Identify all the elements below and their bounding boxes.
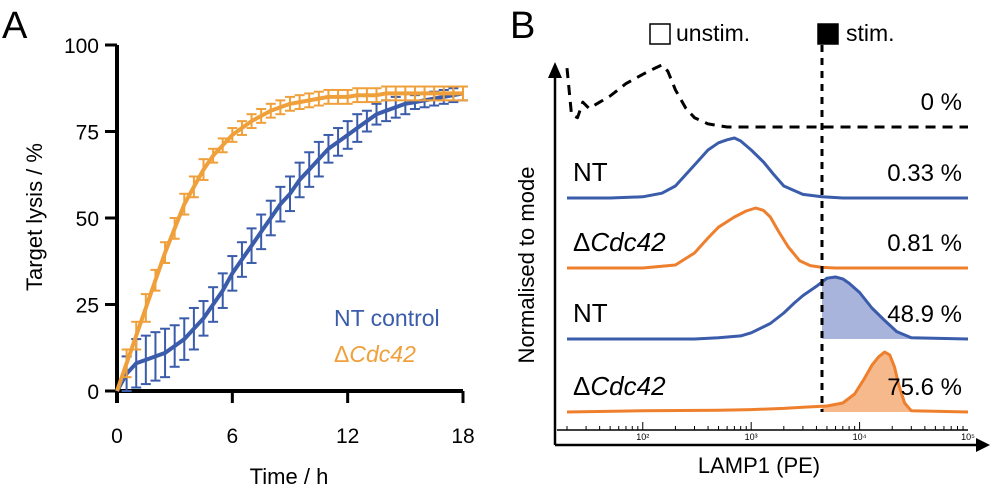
panel-b-axes: 10² 10³ 10⁴ 10⁵ <box>548 62 990 452</box>
histogram-line <box>567 206 968 270</box>
panel-a-xtick-label: 0 <box>111 425 123 448</box>
histogram-label: NT <box>573 298 608 328</box>
legend-stim-swatch <box>817 23 839 45</box>
panel-a-xtick-label: 18 <box>451 425 474 448</box>
panel-a-axes: 0 25 50 75 100 0 6 12 18 <box>64 35 475 448</box>
panel-b-ylabel: Normalised to mode <box>514 167 539 364</box>
legend-cdc42: ΔCdc42 <box>334 341 416 367</box>
histogram-percent: 0.33 % <box>887 160 962 187</box>
panel-a-ytick-label: 25 <box>76 295 99 318</box>
legend-unstim: unstim. <box>676 20 750 46</box>
histogram-label: NT <box>573 157 608 187</box>
histogram-line <box>565 63 968 129</box>
panel-b-xlabel: LAMP1 (PE) <box>698 453 820 478</box>
legend-stim: stim. <box>846 20 895 46</box>
histogram-line <box>567 136 968 200</box>
histogram-percent: 48.9 % <box>887 301 962 328</box>
histogram-percent: 0.81 % <box>887 230 962 257</box>
panel-a-ytick-label: 75 <box>76 122 99 145</box>
legend-unstim-swatch <box>649 23 671 45</box>
panel-a-xlabel: Time / h <box>250 464 329 489</box>
panel-a-xtick-label: 6 <box>226 425 238 448</box>
histogram-percent: 0 % <box>921 89 962 116</box>
histogram-label-gene: Cdc42 <box>590 371 666 401</box>
panel-a-ytick-label: 100 <box>64 35 99 58</box>
series-line <box>115 91 463 392</box>
panel-b-x-arrow <box>976 438 990 452</box>
histogram-label: ΔCdc42 <box>573 227 666 257</box>
histogram-line <box>566 350 969 414</box>
panel-a-xtick-label: 12 <box>336 425 359 448</box>
panel-b-y-arrow <box>548 62 562 78</box>
panel-a-ytick-label: 50 <box>76 208 99 231</box>
panel-b-letter: B <box>510 5 535 47</box>
histogram-label-gene: Cdc42 <box>590 227 666 257</box>
histogram-percent: 75.6 % <box>887 374 962 401</box>
panel-a-series <box>115 85 468 392</box>
panel-b-xtick-label: 10⁵ <box>961 432 975 442</box>
panel-b-xtick-label: 10² <box>636 432 649 442</box>
panel-b-xtick-label: 10⁴ <box>853 432 867 442</box>
panel-a-letter: A <box>2 5 28 47</box>
histogram-label-prefix: Δ <box>573 227 590 257</box>
panel-b-xtick-label: 10³ <box>745 432 758 442</box>
legend-nt-control: NT control <box>334 305 440 331</box>
panel-a-ytick-label: 0 <box>87 381 99 404</box>
series-line <box>115 91 464 392</box>
histogram-fill <box>822 352 968 412</box>
panel-a-ylabel: Target lysis / % <box>22 143 47 291</box>
histogram-label: ΔCdc42 <box>573 371 666 401</box>
histogram-label-prefix: Δ <box>573 371 590 401</box>
